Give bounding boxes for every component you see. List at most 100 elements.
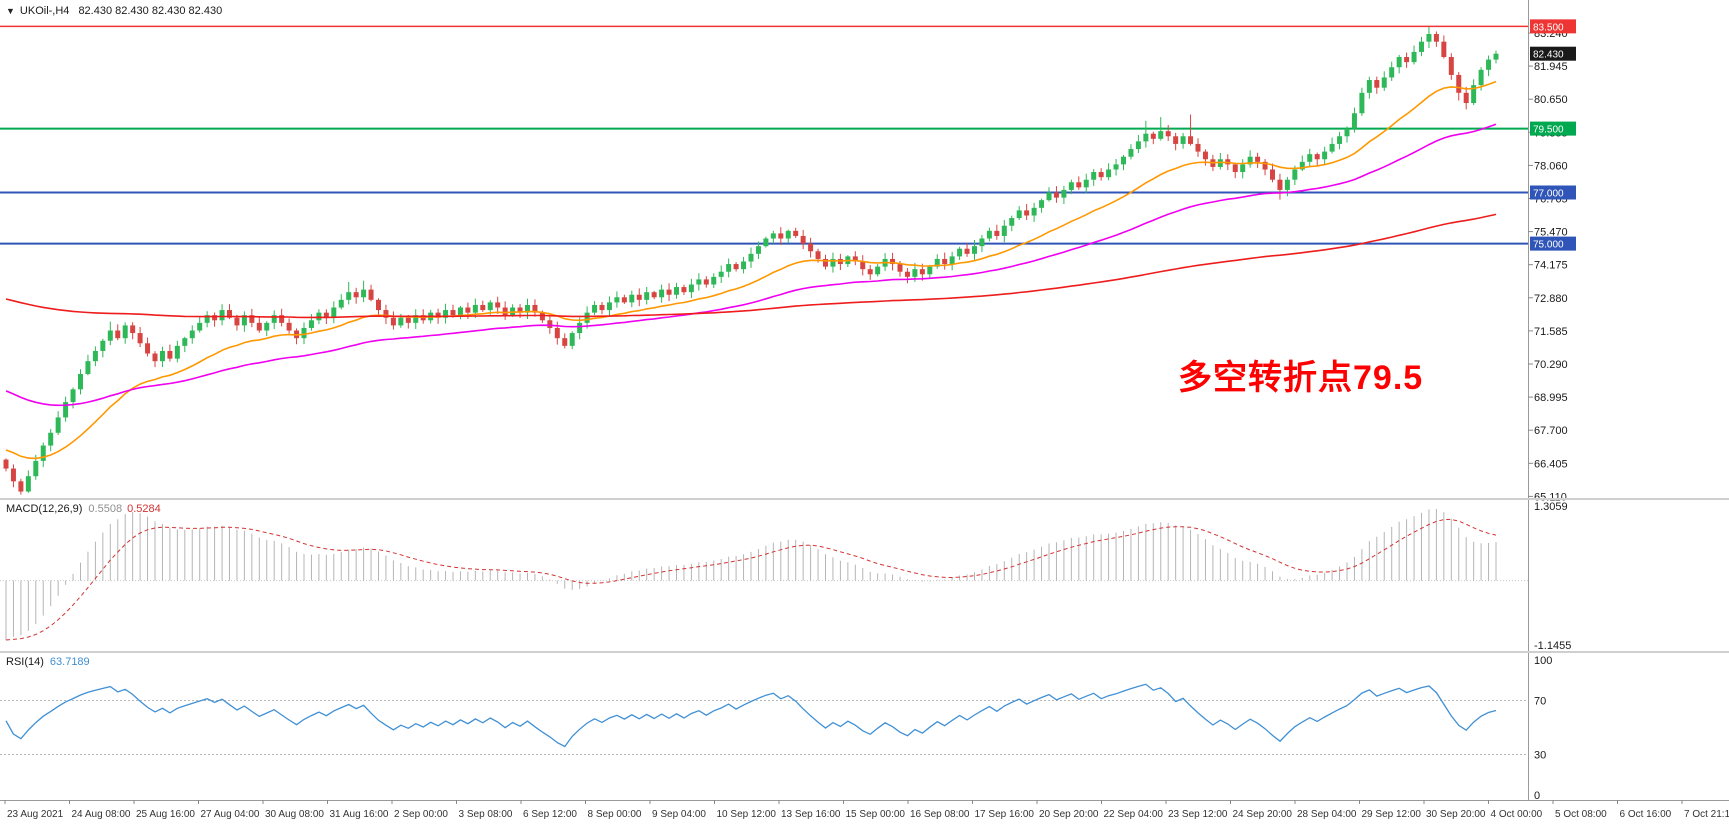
ma-line-ma-mid[interactable] (5, 123, 1497, 407)
candle-body (323, 312, 329, 318)
candle-body (927, 266, 933, 275)
candle-body (122, 325, 128, 339)
candle-body (1053, 192, 1059, 198)
candle-body (711, 276, 717, 285)
macd-signal-value: 0.5284 (127, 503, 161, 515)
time-axis-label: 7 Oct 21:1 (1684, 809, 1729, 820)
price-tag-label: 83.500 (1533, 22, 1564, 33)
candle-body (271, 315, 277, 323)
candle-body (405, 317, 411, 323)
candle-body (1284, 179, 1290, 190)
time-axis-label: 6 Oct 16:00 (1620, 809, 1672, 820)
candle-body (562, 338, 568, 346)
candle-body (1486, 59, 1492, 70)
price-gridline-label: 67.700 (1534, 425, 1568, 437)
price-gridline-label: 65.110 (1534, 491, 1567, 503)
candle-body (25, 476, 31, 492)
candle-body (1121, 156, 1126, 165)
candle-body (1165, 131, 1171, 137)
candle-body (1001, 225, 1007, 236)
candle-body (949, 256, 955, 265)
candle-body (823, 258, 828, 267)
price-tag-label: 82.430 (1533, 50, 1564, 61)
candle-body (532, 304, 538, 313)
time-scale[interactable] (0, 800, 1729, 833)
candle-body (3, 459, 9, 469)
price-gridline-label: 75.470 (1534, 227, 1568, 239)
price-tag-83.500 (1530, 19, 1576, 34)
candle-body (674, 287, 679, 295)
candle-body (666, 289, 672, 295)
candle-body (78, 373, 83, 390)
price-tag-label: 75.000 (1533, 240, 1564, 251)
candle-body (241, 315, 247, 326)
candle-body (644, 292, 650, 300)
candle-body (994, 230, 1000, 236)
rsi-scale-label: 70 (1534, 696, 1546, 708)
time-axis-label: 25 Aug 16:00 (136, 809, 195, 820)
candle-body (972, 246, 977, 254)
candle-body (353, 292, 359, 298)
price-gridline-label: 74.175 (1534, 260, 1568, 272)
candle-body (100, 340, 106, 351)
price-tag-77.000 (1530, 185, 1576, 200)
candle-body (1128, 149, 1134, 157)
candle-body (1083, 179, 1089, 188)
candle-body (986, 230, 992, 239)
candle-body (1202, 151, 1208, 160)
candle-body (867, 269, 873, 275)
pane-separator-macd[interactable] (0, 498, 1729, 500)
symbol-period-label: UKOil-,H4 (19, 5, 70, 17)
candle-body (465, 307, 471, 313)
time-axis-label: 10 Sep 12:00 (717, 809, 777, 820)
candle-body (785, 230, 791, 239)
candle-body (1337, 136, 1343, 144)
candle-body (55, 417, 61, 433)
time-axis-label: 9 Sep 04:00 (652, 809, 706, 820)
candle-body (584, 312, 590, 323)
candle-body (487, 302, 493, 311)
candle-body (830, 258, 836, 267)
candle-body (1158, 131, 1164, 139)
candle-body (1009, 218, 1015, 226)
candle-body (815, 251, 821, 259)
candle-body (1351, 113, 1357, 129)
candle-body (390, 317, 396, 326)
candle-body (890, 258, 896, 265)
candle-body (599, 304, 605, 311)
price-gridline-label: 81.945 (1534, 61, 1568, 73)
candle-body (957, 248, 963, 257)
candle-body (539, 312, 545, 321)
candle-body (554, 327, 560, 339)
candle-body (1307, 154, 1313, 162)
candle-body (1441, 41, 1447, 58)
ma-line-ma-slow[interactable] (5, 213, 1497, 319)
pane-separator-rsi[interactable] (0, 651, 1729, 653)
candle-body (279, 315, 285, 323)
candle-body (1173, 136, 1179, 144)
candle-body (338, 299, 344, 308)
candle-body (40, 445, 46, 461)
candle-body (1232, 164, 1238, 173)
rsi-scale-label: 100 (1534, 655, 1552, 667)
candle-body (1419, 41, 1424, 52)
candle-body (1329, 143, 1335, 152)
candle-body (1068, 182, 1074, 190)
candle-body (621, 297, 627, 303)
candle-body (636, 294, 642, 300)
candle-body (182, 338, 188, 346)
price-gridline-label: 66.405 (1534, 458, 1568, 470)
candle-body (85, 361, 91, 374)
candle-body (1448, 57, 1454, 75)
ma-line-ma-fast[interactable] (5, 80, 1497, 460)
macd-scale-label: 1.3059 (1534, 501, 1568, 513)
candle-body (517, 307, 523, 313)
candle-body (1031, 207, 1037, 216)
one-click-trading-arrow[interactable]: ▼ (6, 6, 15, 16)
candle-body (167, 350, 173, 359)
text-annotation[interactable]: 多空转折点79.5 (1178, 359, 1424, 397)
candle-body (875, 266, 881, 275)
candle-body (10, 468, 16, 482)
candle-body (629, 294, 635, 303)
